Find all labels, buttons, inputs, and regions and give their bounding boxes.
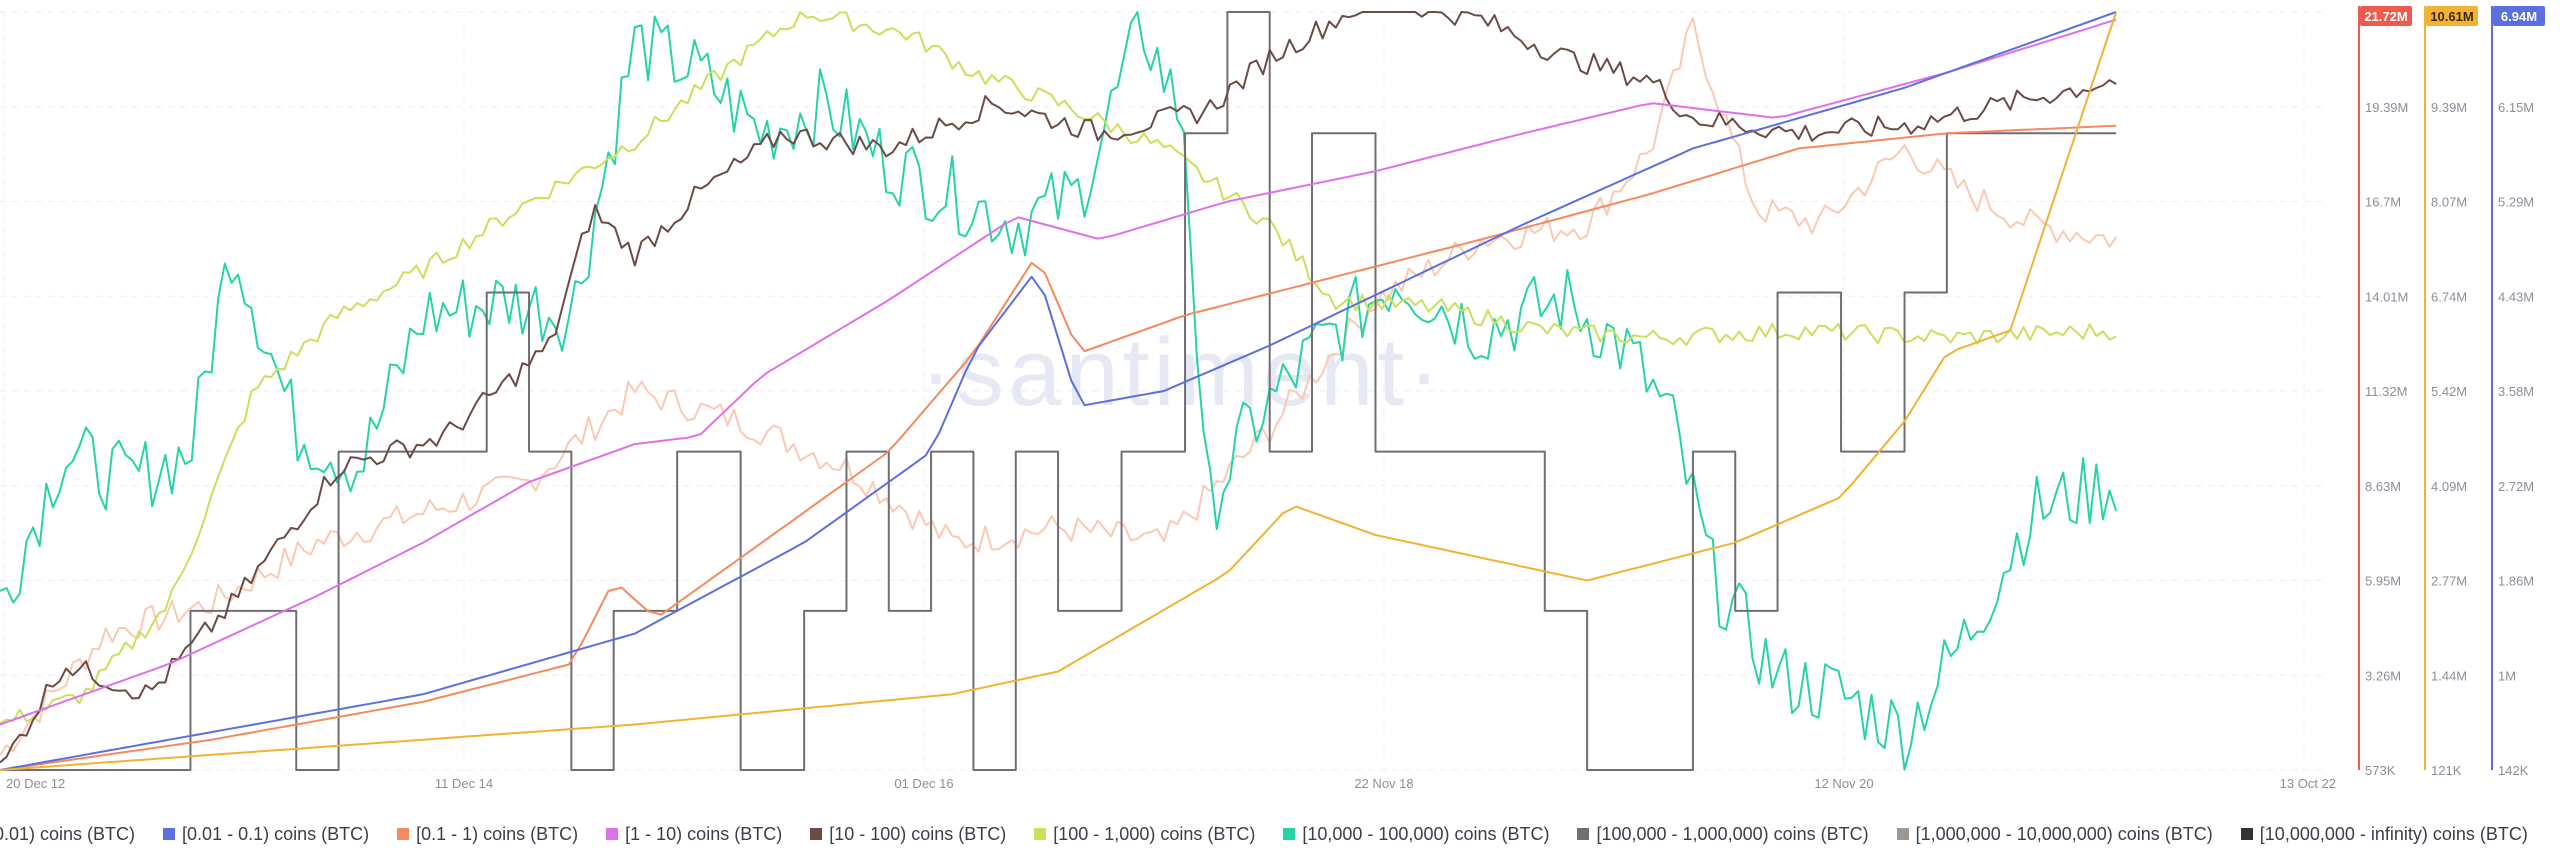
y-tick-label: 5.29M	[2498, 195, 2534, 210]
legend-item[interactable]: [10,000,000 - infinity) coins (BTC)	[2240, 823, 2528, 845]
legend-label: [0.1 - 1) coins (BTC)	[416, 823, 579, 844]
last-value-badge	[2493, 6, 2545, 26]
legend-label: [10,000 - 100,000) coins (BTC)	[1302, 823, 1550, 844]
series-line	[0, 11, 2117, 771]
legend-label: [100 - 1,000) coins (BTC)	[1053, 823, 1256, 844]
y-tick-label: 6.15M	[2498, 100, 2534, 115]
y-tick-label: 14.01M	[2365, 289, 2408, 304]
legend-label: 0.01) coins (BTC)	[0, 823, 136, 844]
x-tick-label: 12 Nov 20	[1814, 776, 1873, 791]
legend-swatch	[810, 828, 823, 840]
legend-item[interactable]: 0.01) coins (BTC)	[0, 824, 135, 845]
legend-label: [100,000 - 1,000,000) coins (BTC)	[1596, 823, 1869, 844]
legend-item[interactable]: [100,000 - 1,000,000) coins (BTC)	[1577, 823, 1869, 845]
chart: ·santiment· 19.39M 16.7M 14.01M 11.32M 8.63M…	[0, 6, 2545, 791]
legend-swatch	[397, 828, 410, 840]
legend: 0.01) coins (BTC) [0.01 - 0.1) coins (BTC…	[0, 818, 2556, 850]
legend-item[interactable]: [10 - 100) coins (BTC)	[810, 824, 1006, 845]
y-tick-label: 142K	[2498, 763, 2529, 778]
legend-swatch	[606, 828, 619, 840]
series-layer	[0, 11, 2118, 771]
legend-item[interactable]: [1 - 10) coins (BTC)	[606, 824, 782, 845]
legend-label: [1,000,000 - 10,000,000) coins (BTC)	[1915, 823, 2213, 844]
x-tick-label: 11 Dec 14	[435, 776, 493, 791]
legend-item[interactable]: [100 - 1,000) coins (BTC)	[1034, 824, 1255, 845]
y-tick-label: 16.7M	[2365, 195, 2401, 210]
x-tick-label: 22 Nov 18	[1354, 776, 1413, 791]
y-tick-label: 1.86M	[2498, 574, 2534, 589]
legend-item[interactable]: [1,000,000 - 10,000,000) coins (BTC)	[1896, 823, 2213, 845]
legend-swatch	[1034, 828, 1047, 840]
y-tick-label: 9.39M	[2431, 100, 2467, 115]
y-tick-label: 2.77M	[2431, 574, 2467, 589]
y-tick-label: 4.43M	[2498, 289, 2534, 304]
legend-swatch	[163, 828, 176, 840]
last-value-badge	[2426, 6, 2478, 26]
y-tick-label: 4.09M	[2431, 479, 2467, 494]
y-tick-label: 3.58M	[2498, 384, 2534, 399]
last-value-badge-text: 6.94M	[2501, 9, 2537, 24]
series-line	[0, 11, 2117, 724]
y-tick-label: 8.07M	[2431, 195, 2467, 210]
series-line	[0, 11, 2118, 771]
legend-item[interactable]: [0.1 - 1) coins (BTC)	[397, 824, 578, 845]
legend-swatch	[2240, 828, 2253, 840]
y-tick-label: 5.95M	[2365, 574, 2401, 589]
legend-item[interactable]: [0.01 - 0.1) coins (BTC)	[163, 824, 369, 845]
last-value-badge-text: 21.72M	[2364, 9, 2407, 24]
y-tick-label: 19.39M	[2365, 100, 2408, 115]
series-line	[0, 11, 2118, 771]
y-tick-label: 3.26M	[2365, 668, 2401, 683]
x-tick-label: 13 Oct 22	[2280, 776, 2336, 791]
series-line	[0, 11, 2117, 764]
y-tick-label: 1M	[2498, 668, 2516, 683]
series-line	[0, 11, 2117, 771]
x-tick-label: 01 Dec 16	[894, 776, 953, 791]
legend-label: [0.01 - 0.1) coins (BTC)	[182, 823, 370, 844]
legend-item[interactable]: [10,000 - 100,000) coins (BTC)	[1283, 824, 1549, 845]
y-tick-label: 5.42M	[2431, 384, 2467, 399]
legend-label: [10,000,000 - infinity) coins (BTC)	[2259, 823, 2528, 844]
legend-label: [1 - 10) coins (BTC)	[625, 823, 783, 844]
series-line	[0, 18, 2117, 726]
y-tick-label: 1.44M	[2431, 668, 2467, 683]
x-axis: 20 Dec 12 11 Dec 14 01 Dec 16 22 Nov 18 12 N…	[6, 776, 2336, 791]
last-value-badge-text: 10.61M	[2430, 9, 2473, 24]
legend-label: [10 - 100) coins (BTC)	[829, 823, 1007, 844]
last-value-badge	[2360, 6, 2412, 26]
y-tick-label: 6.74M	[2431, 289, 2467, 304]
series-line	[0, 124, 2117, 771]
watermark: ·santiment·	[920, 319, 1444, 426]
y-tick-label: 121K	[2431, 763, 2462, 778]
y-tick-label: 8.63M	[2365, 479, 2401, 494]
legend-swatch	[1283, 828, 1296, 840]
y-tick-label: 2.72M	[2498, 479, 2534, 494]
y-tick-label: 11.32M	[2365, 384, 2407, 399]
legend-swatch	[1896, 828, 1909, 840]
y-tick-label: 573K	[2365, 763, 2396, 778]
x-tick-label: 20 Dec 12	[6, 776, 65, 791]
y-axes: 19.39M 16.7M 14.01M 11.32M 8.63M 5.95M 3.26M 57…	[2358, 6, 2545, 778]
legend-swatch	[1577, 828, 1590, 840]
